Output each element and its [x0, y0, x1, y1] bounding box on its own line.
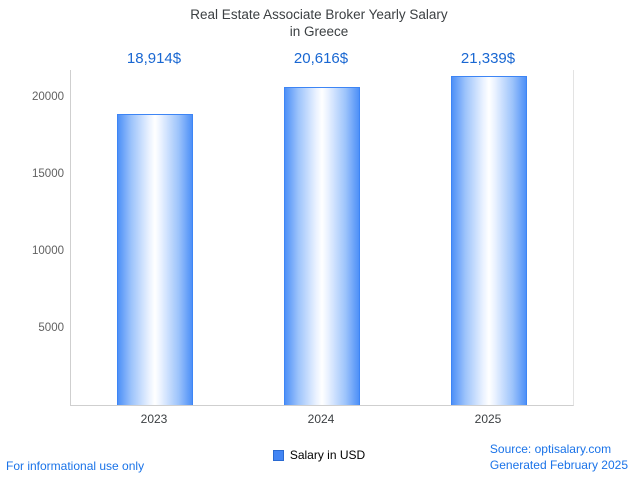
chart-title-line2: in Greece	[289, 24, 349, 39]
y-axis-tick-10000: 10000	[32, 244, 64, 257]
y-axis-tick-5000: 5000	[38, 321, 64, 334]
bar-value-label-2023: 18,914$	[126, 50, 182, 67]
bar-value-label-2025: 21,339$	[460, 50, 516, 67]
x-axis-label-2025: 2025	[474, 412, 502, 426]
chart-legend: Salary in USD	[0, 448, 638, 462]
bar-2025	[451, 76, 527, 405]
x-axis-label-2023: 2023	[140, 412, 168, 426]
bar-value-label-2024: 20,616$	[293, 50, 349, 67]
bar-2024	[284, 87, 360, 405]
bar-2023	[117, 114, 193, 405]
y-axis-tick-20000: 20000	[32, 90, 64, 103]
chart-title: Real Estate Associate Broker Yearly Sala…	[0, 6, 638, 40]
disclaimer-text: For informational use only	[6, 459, 145, 473]
chart-title-line1: Real Estate Associate Broker Yearly Sala…	[190, 7, 448, 22]
plot-area	[70, 70, 574, 406]
source-block: Source: optisalary.com Generated Februar…	[490, 441, 628, 473]
y-axis-tick-15000: 15000	[32, 167, 64, 180]
legend-label: Salary in USD	[289, 448, 366, 462]
x-axis-label-2024: 2024	[307, 412, 335, 426]
generated-text: Generated February 2025	[489, 458, 628, 472]
source-link[interactable]: Source: optisalary.com	[489, 442, 612, 456]
legend-swatch-icon	[272, 449, 284, 461]
